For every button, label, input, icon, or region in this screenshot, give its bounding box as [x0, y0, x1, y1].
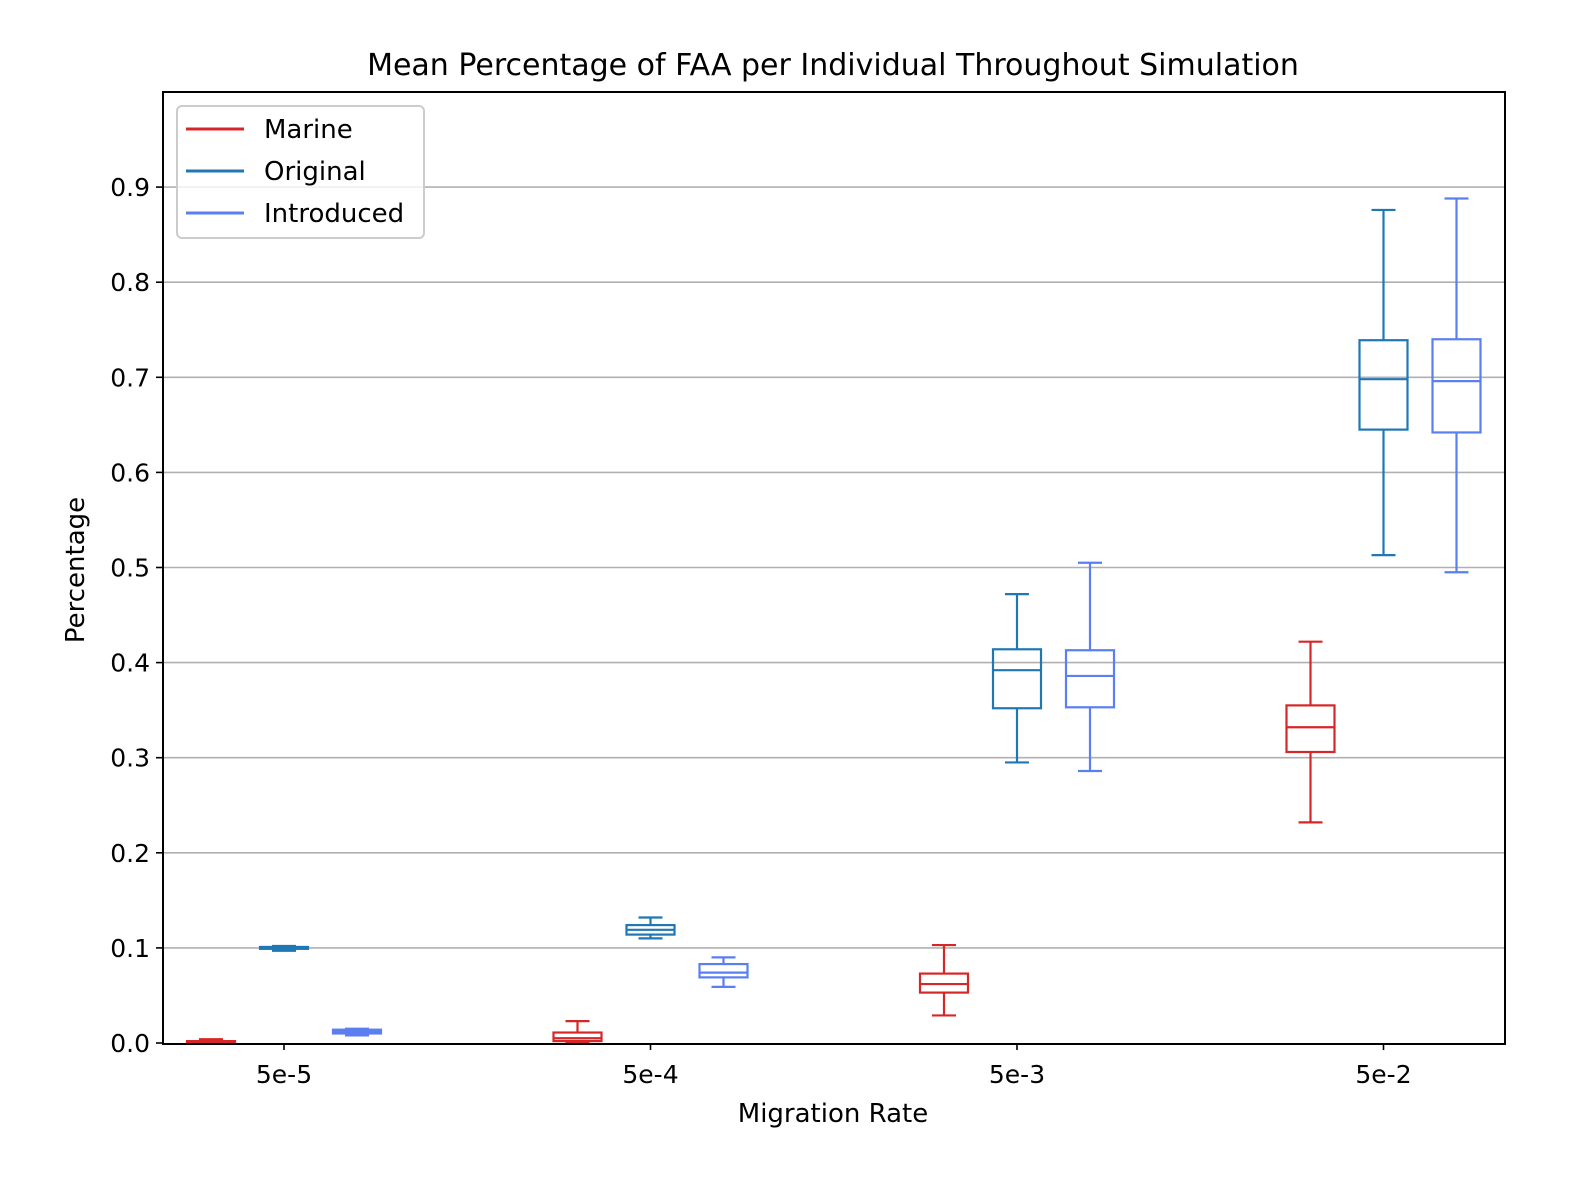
boxplot-original-5e-2 — [1358, 208, 1409, 557]
x-tick-label: 5e-2 — [1355, 1060, 1411, 1089]
boxplot-marine-5e-2 — [1285, 640, 1336, 824]
y-tick-label: 0.9 — [110, 173, 150, 202]
legend-frame — [176, 105, 425, 239]
boxplot-original-5e-5 — [258, 944, 310, 952]
y-axis-label: Percentage — [61, 497, 91, 643]
legend: Marine Original Introduced — [176, 105, 425, 239]
chart-title: Mean Percentage of FAA per Individual Th… — [367, 48, 1299, 83]
boxplot-original-5e-4 — [625, 916, 676, 940]
axis-ticks: 0.0 0.1 0.2 0.3 0.4 0.5 0.6 0.7 0.8 0.9 5e-5 5e-4 5e… — [110, 173, 1411, 1089]
x-axis-label: Migration Rate — [738, 1099, 928, 1129]
x-tick-label: 5e-3 — [989, 1060, 1045, 1089]
y-tick-label: 0.4 — [110, 649, 150, 678]
boxplot-introduced-5e-5 — [331, 1027, 383, 1037]
iqr-box — [1431, 338, 1482, 434]
boxplot-introduced-5e-3 — [1064, 561, 1116, 773]
y-tick-label: 0.3 — [110, 744, 150, 773]
x-tick-label: 5e-5 — [256, 1060, 312, 1089]
iqr-box — [1064, 649, 1116, 709]
boxplot-marine-5e-3 — [918, 943, 970, 1017]
y-tick-label: 0.5 — [110, 554, 150, 583]
iqr-box — [698, 962, 749, 979]
boxplot-introduced-5e-2 — [1431, 197, 1482, 574]
y-tick-label: 0.2 — [110, 839, 150, 868]
legend-label-introduced: Introduced — [264, 199, 404, 229]
y-tick-label: 0.1 — [110, 934, 150, 963]
y-tick-label: 0.0 — [110, 1029, 150, 1058]
boxplot-original-5e-3 — [991, 593, 1043, 764]
iqr-box — [991, 648, 1043, 710]
legend-label-original: Original — [264, 157, 366, 187]
y-tick-label: 0.7 — [110, 363, 150, 392]
legend-label-marine: Marine — [264, 115, 353, 145]
x-tick-label: 5e-4 — [622, 1060, 678, 1089]
y-tick-label: 0.6 — [110, 458, 150, 487]
iqr-box — [552, 1031, 603, 1043]
y-tick-label: 0.8 — [110, 268, 150, 297]
iqr-box — [1358, 339, 1409, 431]
iqr-box — [1285, 704, 1336, 754]
boxplot-introduced-5e-4 — [698, 956, 749, 988]
